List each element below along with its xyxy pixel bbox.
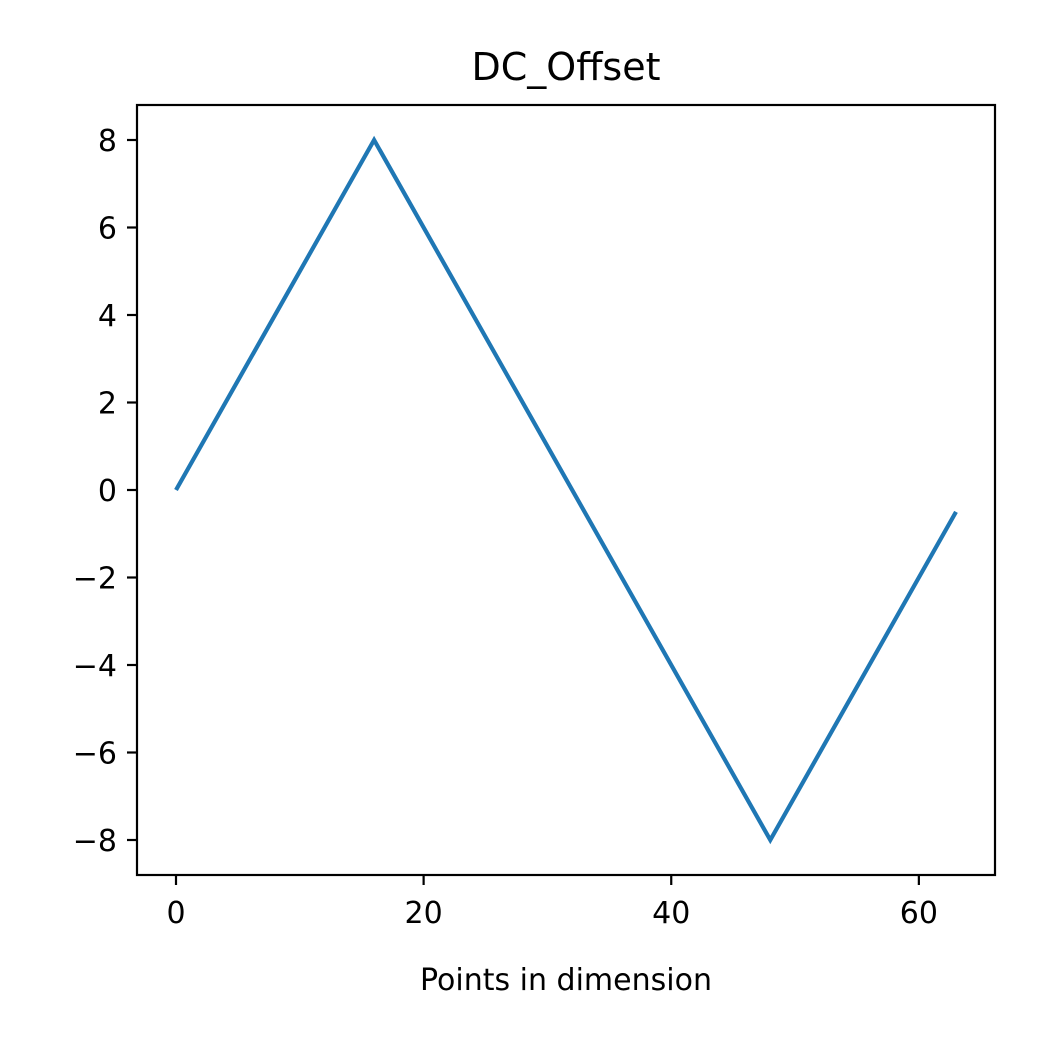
y-tick-label: 2 [98,387,117,422]
x-tick-label: 20 [405,896,443,931]
x-tick-label: 40 [652,896,690,931]
x-tick-label: 0 [166,896,185,931]
y-tick-label: 6 [98,212,117,247]
chart-title: DC_Offset [472,45,661,89]
y-tick-label: −8 [73,824,117,859]
x-tick-label: 60 [900,896,938,931]
y-tick-label: 4 [98,299,117,334]
y-tick-label: −2 [73,562,117,597]
y-tick-label: −6 [73,737,117,772]
y-tick-label: 8 [98,124,117,159]
y-tick-label: −4 [73,649,117,684]
y-tick-label: 0 [98,474,117,509]
plot-area [174,135,958,845]
x-axis-label: Points in dimension [420,963,712,998]
series-line-0 [174,135,958,845]
